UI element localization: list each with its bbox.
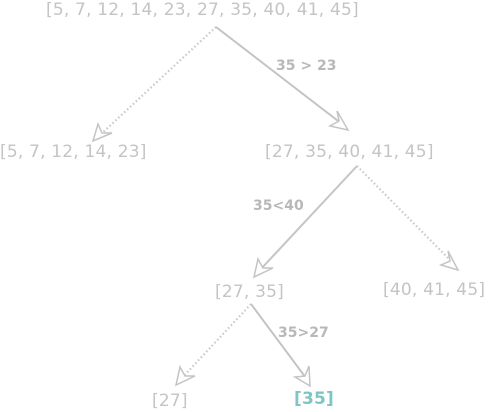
node-left3: [27] [152,391,188,411]
node-right1: [27, 35, 40, 41, 45] [265,142,434,162]
edge-label-left2-right: 35>27 [278,325,329,341]
edge-left2-to-right3 [250,303,307,379]
edge-right1-to-right2 [356,165,453,263]
arrowhead-root-to-left [91,121,113,143]
edge-root-to-left [99,26,217,136]
arrowhead-left2-to-right3 [292,365,311,388]
node-left2: [27, 35] [215,282,284,302]
arrowhead-root-to-right [327,110,350,132]
arrowhead-right1-to-right2 [438,250,460,272]
arrowhead-right1-to-left2 [252,256,274,279]
node-right3-found: [35] [294,389,334,409]
edge-left2-to-left3 [181,303,252,379]
node-root: [5, 7, 12, 14, 23, 27, 35, 40, 41, 45] [46,0,359,20]
arrowhead-left2-to-left3 [174,364,196,387]
edge-right1-to-left2 [259,165,358,271]
edge-label-right1-left: 35<40 [253,198,304,214]
edge-label-root-right: 35 > 23 [276,58,337,74]
node-right2: [40, 41, 45] [383,280,486,300]
node-left1: [5, 7, 12, 14, 23] [0,142,147,162]
edge-root-to-right [215,26,343,125]
